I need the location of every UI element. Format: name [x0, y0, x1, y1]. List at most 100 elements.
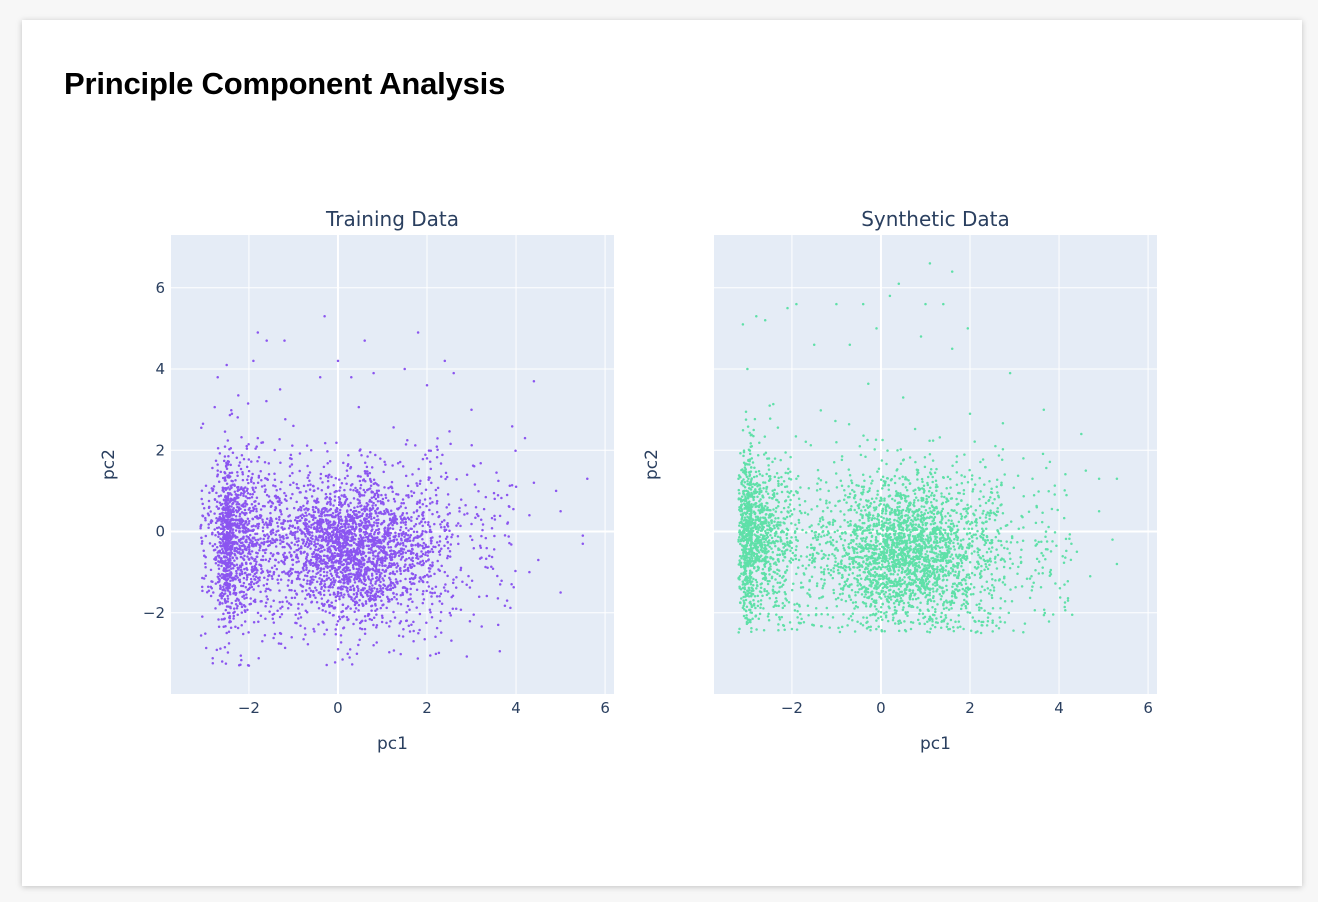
training-scatter-point: [338, 545, 341, 548]
training-scatter-point: [350, 517, 353, 520]
training-scatter-point: [514, 485, 518, 489]
training-scatter-point: [418, 544, 422, 547]
training-scatter-point: [371, 504, 374, 507]
training-scatter-point: [332, 606, 336, 610]
synthetic-scatter-point: [964, 514, 968, 518]
training-scatter-point: [359, 448, 362, 451]
synthetic-scatter-point: [949, 618, 953, 622]
training-scatter-point: [327, 585, 330, 589]
training-scatter-point: [383, 552, 387, 555]
training-scatter-point: [362, 494, 366, 497]
training-scatter-point: [258, 578, 261, 582]
training-scatter-point: [336, 542, 340, 546]
training-scatter-point: [338, 617, 342, 621]
training-scatter-point: [352, 587, 356, 590]
training-scatter-point: [204, 518, 207, 522]
training-scatter-point: [320, 562, 324, 565]
training-scatter-point: [207, 523, 210, 526]
training-scatter-point: [490, 565, 493, 569]
training-scatter-point: [234, 479, 237, 482]
training-scatter-point: [353, 581, 357, 584]
training-scatter-point: [318, 375, 322, 379]
training-scatter-point: [289, 603, 293, 607]
training-scatter-point: [229, 555, 232, 558]
training-scatter-point: [204, 516, 207, 520]
training-scatter-point: [316, 564, 320, 568]
training-scatter-point: [484, 565, 487, 569]
training-scatter-point: [312, 552, 315, 555]
training-scatter-point: [429, 539, 433, 542]
training-scatter-point: [231, 483, 234, 487]
synthetic-scatter-point: [1008, 566, 1012, 570]
synthetic-plot-area[interactable]: [714, 235, 1157, 694]
training-scatter-point: [333, 551, 336, 555]
training-scatter-point: [236, 493, 240, 497]
training-y-tick-label: 0: [155, 523, 165, 541]
training-scatter-point: [392, 649, 396, 652]
training-scatter-point: [242, 487, 246, 490]
training-scatter-point: [308, 471, 312, 474]
synthetic-scatter-point: [999, 483, 1003, 487]
training-scatter-point: [374, 555, 377, 558]
synthetic-scatter-point: [944, 569, 947, 572]
training-scatter-point: [429, 564, 432, 567]
training-scatter-point: [314, 575, 317, 579]
training-scatter-point: [393, 572, 397, 576]
synthetic-scatter-point: [741, 323, 745, 326]
training-scatter-point: [335, 441, 338, 444]
training-scatter-point: [366, 567, 370, 570]
synthetic-scatter-point: [1031, 585, 1034, 588]
training-scatter-point: [209, 521, 213, 525]
training-scatter-point: [441, 453, 444, 457]
training-scatter-point: [412, 639, 415, 643]
training-scatter-point: [230, 536, 233, 540]
training-scatter-point: [219, 494, 223, 497]
training-scatter-point: [416, 557, 420, 561]
training-scatter-point: [417, 467, 420, 471]
training-scatter-point: [227, 558, 231, 561]
training-scatter-point: [256, 538, 260, 541]
training-scatter-point: [332, 483, 335, 487]
training-scatter-point: [391, 464, 394, 467]
training-scatter-point: [360, 504, 363, 507]
training-scatter-point: [371, 594, 375, 598]
training-scatter-point: [374, 503, 377, 507]
training-scatter-point: [470, 444, 473, 447]
training-scatter-point: [272, 484, 275, 487]
training-scatter-point: [211, 466, 214, 470]
training-scatter-point: [334, 477, 338, 480]
training-scatter-point: [369, 451, 372, 454]
training-scatter-point: [309, 558, 313, 562]
training-scatter-point: [237, 525, 240, 529]
training-scatter-point: [325, 578, 328, 581]
training-scatter-point: [214, 534, 217, 537]
training-scatter-point: [245, 596, 248, 599]
training-scatter-point: [221, 476, 225, 480]
training-scatter-point: [342, 461, 345, 465]
training-scatter-point: [438, 549, 442, 553]
training-scatter-point: [371, 577, 374, 581]
training-scatter-point: [448, 555, 452, 558]
training-scatter-point: [280, 512, 283, 516]
training-scatter-point: [323, 314, 326, 318]
training-scatter-point: [366, 560, 369, 564]
training-scatter-point: [374, 529, 378, 532]
training-scatter-point: [392, 535, 395, 539]
training-scatter-point: [377, 552, 380, 555]
training-scatter-point: [276, 521, 279, 525]
training-scatter-point: [239, 568, 242, 572]
training-scatter-point: [416, 554, 419, 558]
training-scatter-point: [265, 493, 269, 497]
training-scatter-point: [362, 562, 366, 565]
training-scatter-point: [387, 600, 390, 603]
training-scatter-point: [235, 597, 239, 600]
training-scatter-point: [424, 543, 427, 546]
training-scatter-point: [377, 538, 381, 541]
training-scatter-point: [300, 570, 303, 574]
training-scatter-point: [310, 523, 313, 527]
training-scatter-point: [371, 528, 374, 531]
training-scatter-point: [230, 412, 234, 415]
training-scatter-point: [311, 508, 315, 512]
training-scatter-point: [217, 625, 221, 628]
training-scatter-point: [383, 527, 386, 530]
